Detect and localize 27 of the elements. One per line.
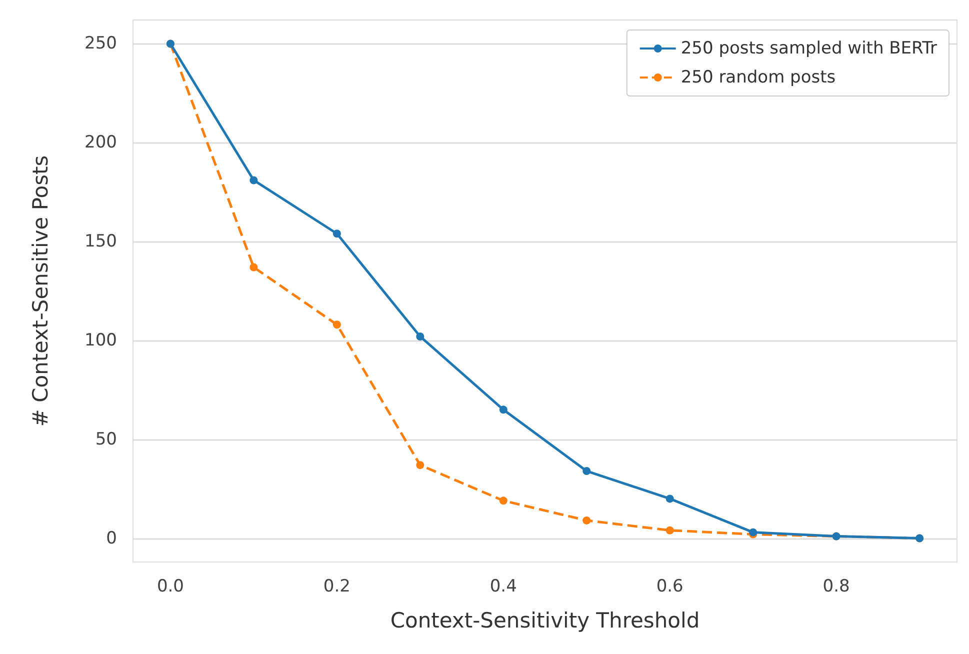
x-tick-label: 0.8 <box>822 576 850 596</box>
legend-label: 250 posts sampled with BERTr <box>680 38 938 58</box>
y-tick-label: 250 <box>84 34 117 54</box>
point <box>416 332 424 340</box>
x-tick-label: 0.4 <box>490 576 517 596</box>
x-tick-label: 0.0 <box>156 576 184 596</box>
point <box>666 526 674 534</box>
y-tick-label: 150 <box>84 232 117 252</box>
y-tick-label: 0 <box>106 528 117 548</box>
point <box>499 496 508 505</box>
x-tick-label: 0.6 <box>656 576 684 596</box>
y-tick-label: 100 <box>84 330 117 350</box>
legend-label: 250 random posts <box>680 68 836 88</box>
point <box>582 516 591 524</box>
point <box>666 494 674 503</box>
y-tick-label: 200 <box>84 132 117 153</box>
point <box>332 320 341 329</box>
point <box>332 230 341 238</box>
point <box>499 406 508 414</box>
x-tick-label: 0.2 <box>323 576 350 596</box>
point <box>582 467 591 476</box>
point <box>250 176 258 184</box>
point <box>250 263 258 272</box>
y-axis-title: # Context-Sensitive Posts <box>28 155 52 427</box>
point <box>416 461 424 470</box>
y-tick-label: 50 <box>95 429 117 450</box>
x-axis-title: Context-Sensitivity Threshold <box>390 608 700 632</box>
